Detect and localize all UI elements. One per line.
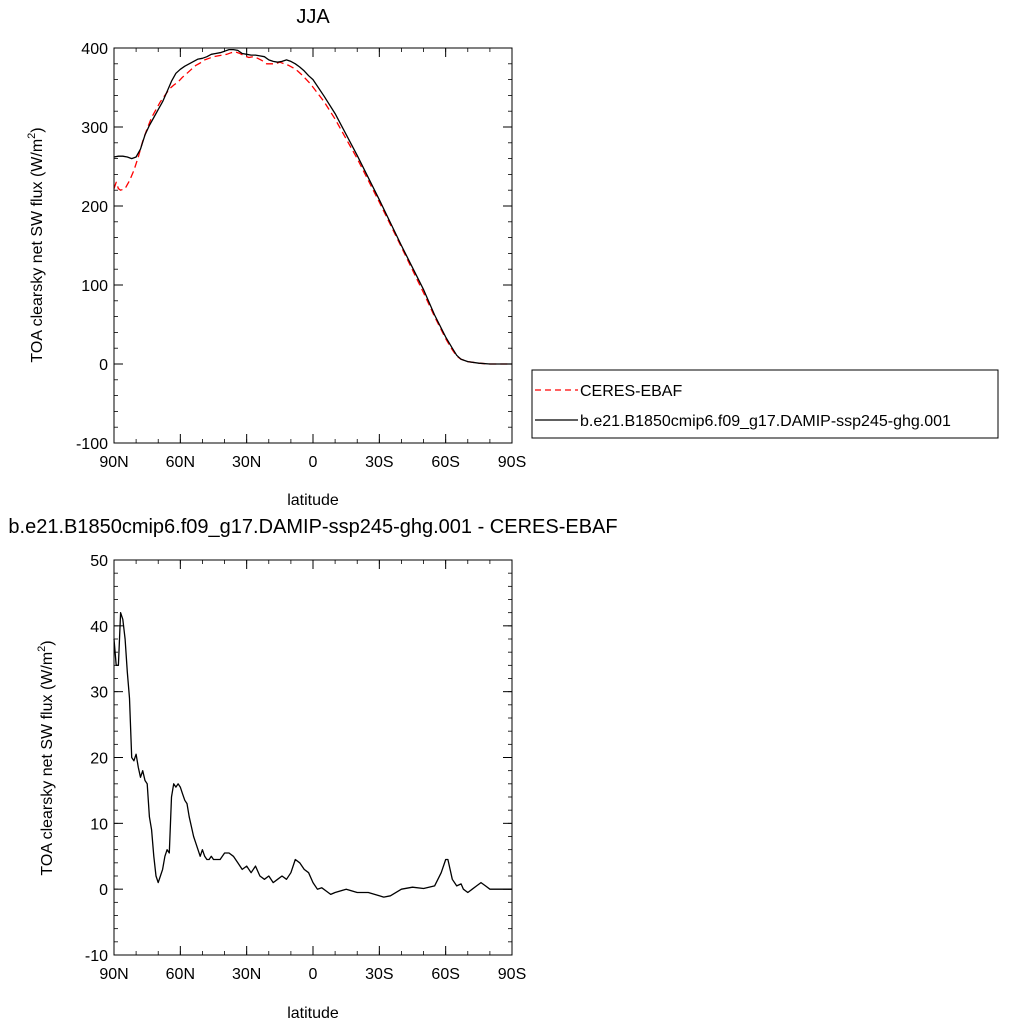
x-tick-label: 0 — [309, 966, 318, 983]
legend-box — [531, 369, 999, 439]
y-axis-label: TOA clearsky net SW flux (W/m2) — [26, 127, 46, 362]
chart-title: JJA — [296, 6, 330, 28]
data-lines — [113, 612, 512, 898]
series-line-0 — [113, 612, 512, 898]
y-tick-label: 30 — [90, 685, 108, 702]
y-tick-label: 200 — [81, 199, 108, 216]
y-axis-label: TOA clearsky net SW flux (W/m2) — [36, 640, 56, 875]
legend-label-model: b.e21.B1850cmip6.f09_g17.DAMIP-ssp245-gh… — [580, 413, 951, 430]
y-axis-label-sup: 2 — [26, 133, 38, 139]
x-tick-label: 90S — [498, 454, 526, 471]
y-tick-label: 0 — [99, 357, 108, 374]
x-axis-label: latitude — [287, 1005, 339, 1022]
legend-label-ceres: CERES-EBAF — [580, 383, 682, 400]
y-axis-label-close: ) — [39, 640, 56, 645]
plot-frame — [113, 559, 513, 956]
x-tick-label: 60S — [431, 454, 459, 471]
series-line-1 — [113, 48, 512, 365]
x-tick-label: 30S — [365, 454, 393, 471]
y-axis-label-text: TOA clearsky net SW flux (W/m — [39, 652, 56, 876]
y-tick-label: 0 — [99, 882, 108, 899]
y-tick-label: 20 — [90, 751, 108, 768]
y-tick-label: -10 — [85, 948, 108, 965]
y-axis-label-close: ) — [29, 127, 46, 132]
y-axis-label-text: TOA clearsky net SW flux (W/m — [29, 139, 46, 363]
x-tick-label: 60S — [431, 966, 459, 983]
y-tick-label: 300 — [81, 120, 108, 137]
y-tick-label: 10 — [90, 816, 108, 833]
x-tick-label: 0 — [309, 454, 318, 471]
plot-frame — [113, 47, 513, 444]
legend: CERES-EBAF b.e21.B1850cmip6.f09_g17.DAMI… — [531, 369, 999, 439]
x-tick-label: 60N — [166, 966, 195, 983]
y-tick-label: 400 — [81, 41, 108, 58]
x-tick-label: 90N — [99, 966, 128, 983]
x-tick-label: 30N — [232, 966, 261, 983]
y-tick-label: 50 — [90, 553, 108, 570]
axis-ticks: -10 0 10 20 30 40 50 90N 60N 30N 0 30S 60S 90S — [85, 553, 526, 983]
x-tick-label: 60N — [166, 454, 195, 471]
x-tick-label: 30S — [365, 966, 393, 983]
x-tick-label: 30N — [232, 454, 261, 471]
chart-panel-bottom: b.e21.B1850cmip6.f09_g17.DAMIP-ssp245-gh… — [8, 516, 617, 1022]
y-tick-label: 40 — [90, 619, 108, 636]
data-lines — [113, 48, 512, 365]
chart-title: b.e21.B1850cmip6.f09_g17.DAMIP-ssp245-gh… — [8, 516, 617, 538]
x-tick-label: 90N — [99, 454, 128, 471]
axis-ticks: -100 0 100 200 300 400 90N 60N 30N 0 30S 60S 90S — [76, 41, 526, 471]
chart-panel-top: JJA latitude TOA clearsky net SW flux (W… — [26, 6, 526, 509]
x-tick-label: 90S — [498, 966, 526, 983]
y-tick-label: -100 — [76, 436, 108, 453]
series-line-0 — [113, 51, 512, 365]
x-axis-label: latitude — [287, 492, 339, 509]
y-tick-label: 100 — [81, 278, 108, 295]
y-axis-label-sup: 2 — [36, 646, 48, 652]
